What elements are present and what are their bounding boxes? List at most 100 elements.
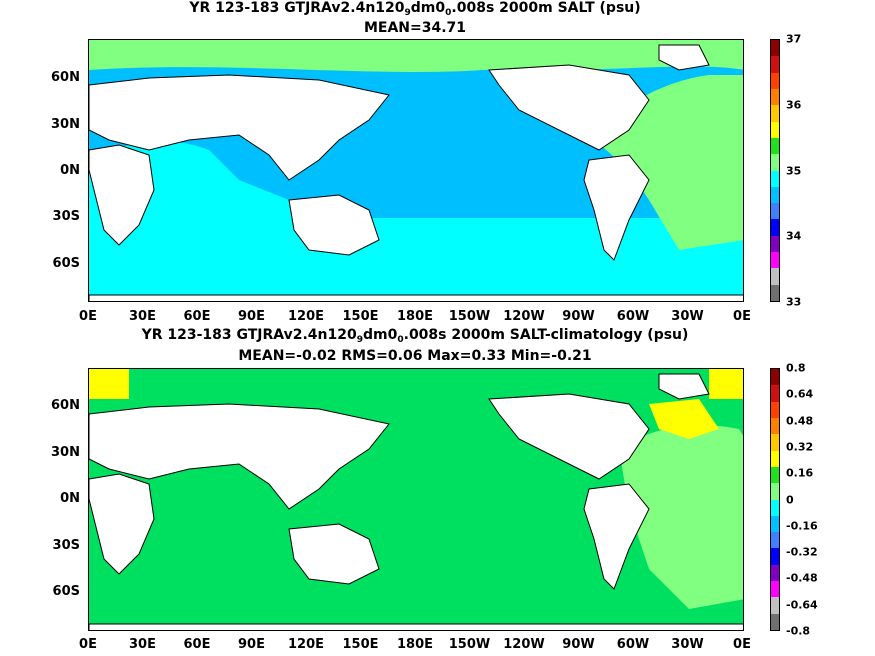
colorbar-swatch <box>771 219 779 236</box>
colorbar-swatch <box>771 385 779 402</box>
p1-lon-label: 150E <box>342 309 379 324</box>
p1-lon-label: 60W <box>616 309 650 324</box>
p2-lat-label: 60S <box>52 584 80 599</box>
p1-lon-label: 90E <box>238 309 265 324</box>
p2-cbar-label: -0.32 <box>786 545 818 559</box>
p2-lon-label: 60W <box>616 637 650 652</box>
p2-lon-label: 90W <box>562 637 595 652</box>
p1-lat-label: 60S <box>52 256 80 271</box>
p2-lon-label: 90E <box>238 637 265 652</box>
eurasia <box>89 74 390 181</box>
colorbar-swatch <box>771 40 779 57</box>
colorbar-swatch <box>771 56 779 73</box>
colorbar-swatch <box>771 613 779 630</box>
colorbar-swatch <box>771 499 779 516</box>
colorbar-swatch <box>771 450 779 467</box>
colorbar-swatch <box>771 284 779 301</box>
p1-lon-label: 90W <box>562 309 595 324</box>
p2-lon-label: 120W <box>503 637 545 652</box>
colorbar-swatch <box>771 581 779 598</box>
p2-lat-label: 30S <box>52 538 80 553</box>
p2-cbar-label: 0.32 <box>786 440 814 454</box>
p1-lat-label: 0N <box>60 163 80 178</box>
p2-lon-label: 150E <box>342 637 379 652</box>
p1-cbar-label: 37 <box>786 32 802 46</box>
p2-cbar-label: -0.16 <box>786 519 818 533</box>
p2-lat-label: 0N <box>60 491 80 506</box>
p2-lon-label: 0E <box>79 637 97 652</box>
colorbar-swatch <box>771 252 779 269</box>
colorbar-swatch <box>771 369 779 386</box>
colorbar-swatch <box>771 417 779 435</box>
greenland <box>658 373 710 400</box>
p2-lon-label: 120E <box>287 637 325 652</box>
p2-lat-label: 30N <box>51 445 80 460</box>
panel1-title: YR 123-183 GTJRAv2.4n1209dm00.008s 2000m… <box>189 0 641 18</box>
labrador-anomaly <box>649 399 719 439</box>
north-america <box>488 64 650 151</box>
p2-lon-label: 60E <box>183 637 211 652</box>
p2-lat-label: 60N <box>51 398 80 413</box>
australia <box>288 194 380 256</box>
eurasia <box>89 403 390 510</box>
p2-cbar-label: -0.8 <box>786 624 811 638</box>
australia <box>288 523 380 585</box>
colorbar-swatch <box>771 72 779 89</box>
antarctica <box>89 294 743 301</box>
antarctica <box>89 623 743 630</box>
panel2-subtitle: MEAN=-0.02 RMS=0.06 Max=0.33 Min=-0.21 <box>238 348 592 364</box>
colorbar-swatch <box>771 203 779 220</box>
panel2-colorbar <box>770 368 780 631</box>
p1-lat-label: 30S <box>52 209 80 224</box>
p1-lon-label: 30E <box>129 309 156 324</box>
colorbar-swatch <box>771 105 779 122</box>
p2-lon-label: 180E <box>396 637 434 652</box>
p2-cbar-label: 0.64 <box>786 387 814 401</box>
colorbar-swatch <box>771 235 779 253</box>
p2-cbar-label: -0.48 <box>786 571 818 585</box>
p2-lon-label: 150W <box>448 637 491 652</box>
p2-cbar-label: -0.64 <box>786 598 818 612</box>
colorbar-swatch <box>771 186 779 204</box>
p1-cbar-label: 34 <box>786 229 802 243</box>
panel1-map <box>88 39 744 302</box>
p2-lon-label: 30W <box>671 637 704 652</box>
panel2-title: YR 123-183 GTJRAv2.4n1209dm00.008s 2000m… <box>141 327 689 345</box>
panel1-colorbar <box>770 39 780 302</box>
colorbar-swatch <box>771 154 779 171</box>
panel1-map-svg <box>89 40 743 301</box>
p1-lon-label: 150W <box>448 309 491 324</box>
colorbar-swatch <box>771 401 779 418</box>
south-america <box>583 154 650 261</box>
colorbar-swatch <box>771 597 779 614</box>
south-america <box>583 483 650 590</box>
colorbar-swatch <box>771 515 779 533</box>
colorbar-swatch <box>771 268 779 285</box>
colorbar-swatch <box>771 532 779 549</box>
p1-lon-label: 120W <box>503 309 545 324</box>
land-masses <box>89 44 743 301</box>
colorbar-swatch <box>771 137 779 155</box>
colorbar-swatch <box>771 434 779 451</box>
colorbar-swatch <box>771 564 779 582</box>
colorbar-swatch <box>771 170 779 187</box>
p2-cbar-label: 0 <box>786 493 794 506</box>
atlantic-anomaly <box>619 425 743 609</box>
africa <box>89 144 155 246</box>
p2-cbar-label: 0.48 <box>786 414 814 428</box>
africa <box>89 473 155 575</box>
p1-lon-label: 0E <box>733 309 751 324</box>
colorbar-swatch <box>771 548 779 565</box>
p1-lon-label: 120E <box>287 309 325 324</box>
p1-lon-label: 60E <box>183 309 211 324</box>
land-masses <box>89 373 743 630</box>
north-america <box>488 393 650 480</box>
p1-lat-label: 30N <box>51 117 80 132</box>
p2-cbar-label: 0.16 <box>786 466 814 480</box>
p1-lon-label: 30W <box>671 309 704 324</box>
p1-cbar-label: 33 <box>786 295 802 309</box>
greenland <box>658 44 710 71</box>
colorbar-swatch <box>771 121 779 138</box>
p1-lon-label: 0E <box>79 309 97 324</box>
colorbar-swatch <box>771 483 779 500</box>
